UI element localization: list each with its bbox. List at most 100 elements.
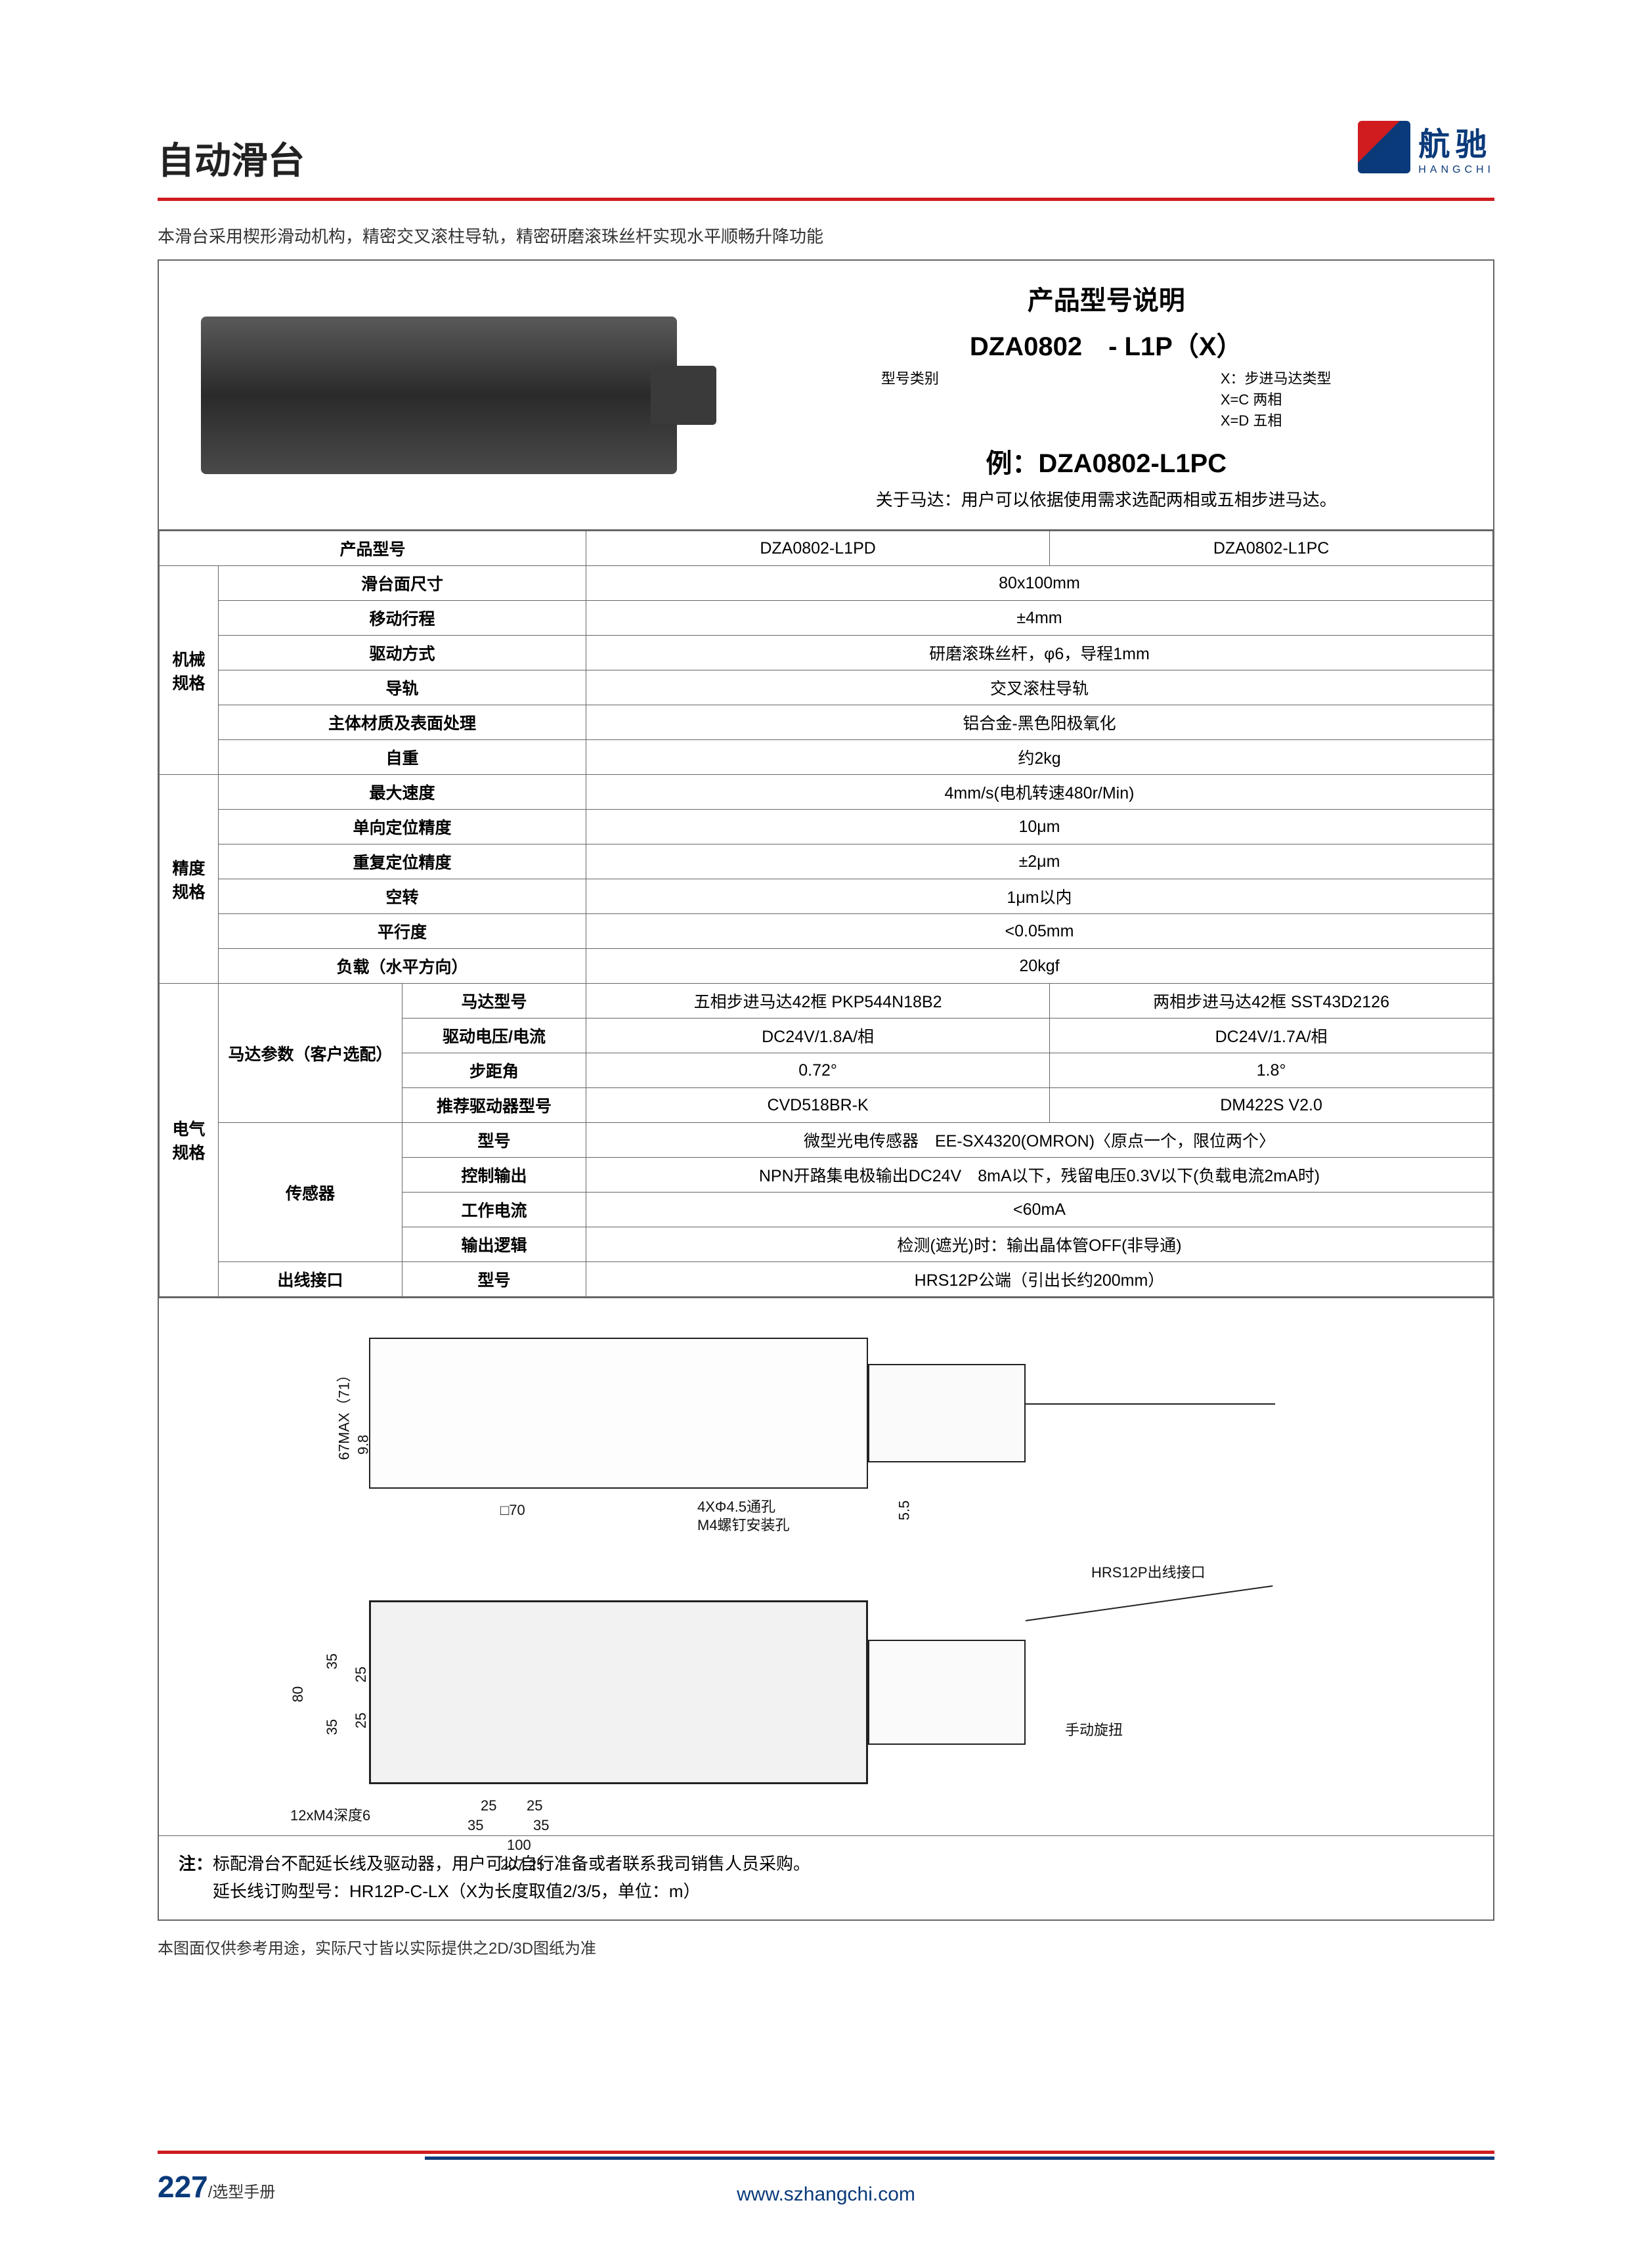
prec-k-0: 最大速度 xyxy=(219,775,586,810)
mech-v-1: ±4mm xyxy=(586,601,1493,636)
motor-v1-2: 0.72° xyxy=(586,1053,1050,1088)
hdr-model-d: DZA0802-L1PD xyxy=(586,531,1050,566)
motor-v1-0: 五相步进马达42框 PKP544N18B2 xyxy=(586,984,1050,1019)
mech-v-3: 交叉滚柱导轨 xyxy=(586,670,1493,705)
mech-k-1: 移动行程 xyxy=(219,601,586,636)
port-k: 型号 xyxy=(402,1262,586,1297)
mech-k-0: 滑台面尺寸 xyxy=(219,566,586,601)
logo-cn: 航驰 xyxy=(1418,118,1494,164)
footnote: 本图面仅供参考用途，实际尺寸皆以实际提供之2D/3D图纸为准 xyxy=(158,1935,1494,1958)
model-xd: X=D 五相 xyxy=(1221,412,1282,429)
motor-k-0: 马达型号 xyxy=(402,984,586,1019)
motor-v1-1: DC24V/1.8A/相 xyxy=(586,1019,1050,1053)
mech-v-4: 铝合金-黑色阳极氧化 xyxy=(586,705,1493,740)
dim-35a: 35 xyxy=(324,1654,341,1669)
mech-k-2: 驱动方式 xyxy=(219,636,586,670)
model-xc: X=C 两相 xyxy=(1221,391,1282,408)
book-name: /选型手册 xyxy=(208,2183,276,2201)
drawing-motor-top xyxy=(868,1364,1026,1462)
dim-207: 207.25 xyxy=(500,1856,544,1874)
group-mech: 机械规格 xyxy=(160,566,219,775)
prec-k-1: 单向定位精度 xyxy=(219,810,586,844)
model-code: DZA0802 - L1P（X） xyxy=(740,325,1472,363)
drawing-cable-top xyxy=(1026,1403,1275,1405)
model-x-desc: X：步进马达类型 xyxy=(1221,370,1332,387)
logo: 航驰 HANGCHI xyxy=(1358,118,1494,176)
prec-k-4: 平行度 xyxy=(219,914,586,949)
motor-k-2: 步距角 xyxy=(402,1053,586,1088)
group-elec: 电气规格 xyxy=(160,984,219,1297)
prec-v-4: <0.05mm xyxy=(586,914,1493,949)
sensor-v-0: 微型光电传感器 EE-SX4320(OMRON)〈原点一个，限位两个〉 xyxy=(586,1123,1493,1158)
motor-v2-2: 1.8° xyxy=(1050,1053,1493,1088)
note-l2: 延长线订购型号：HR12P-C-LX（X为长度取值2/3/5，单位：m） xyxy=(213,1881,701,1901)
port-v: HRS12P公端（引出长约200mm） xyxy=(586,1262,1493,1297)
sensor-k-0: 型号 xyxy=(402,1123,586,1158)
dim-hrs: HRS12P出线接口 xyxy=(1091,1561,1206,1582)
drawing-top-view xyxy=(369,1338,868,1489)
dim-12m4: 12xM4深度6 xyxy=(290,1804,370,1825)
group-prec: 精度规格 xyxy=(160,775,219,984)
dim-25d: 25 xyxy=(527,1797,542,1814)
sensor-v-1: NPN开路集电极输出DC24V 8mA以下，残留电压0.3V以下(负载电流2mA… xyxy=(586,1158,1493,1193)
technical-drawing: 67MAX（71） 9.8 □70 4XΦ4.5通孔 M4螺钉安装孔 5.5 H… xyxy=(159,1297,1493,1835)
spec-table: 产品型号 DZA0802-L1PD DZA0802-L1PC 机械规格 滑台面尺… xyxy=(159,531,1493,1297)
product-photo xyxy=(201,317,677,474)
sensor-k-2: 工作电流 xyxy=(402,1193,586,1227)
motor-k-1: 驱动电压/电流 xyxy=(402,1019,586,1053)
prec-v-3: 1μm以内 xyxy=(586,879,1493,914)
dim-25c: 25 xyxy=(481,1797,496,1814)
mech-k-4: 主体材质及表面处理 xyxy=(219,705,586,740)
motor-v1-3: CVD518BR-K xyxy=(586,1088,1050,1123)
dim-25a: 25 xyxy=(353,1667,370,1682)
footer: 227/选型手册 www.szhangchi.com xyxy=(158,2151,1494,2204)
main-box: 产品型号说明 DZA0802 - L1P（X） 型号类别 X：步进马达类型 X=… xyxy=(158,259,1494,1921)
group-port: 出线接口 xyxy=(219,1262,402,1297)
hdr-model-c: DZA0802-L1PC xyxy=(1050,531,1493,566)
motor-v2-3: DM422S V2.0 xyxy=(1050,1088,1493,1123)
mech-k-3: 导轨 xyxy=(219,670,586,705)
dim-67max: 67MAX（71） xyxy=(332,1368,353,1460)
motor-v2-0: 两相步进马达42框 SST43D2126 xyxy=(1050,984,1493,1019)
mech-v-5: 约2kg xyxy=(586,740,1493,775)
drawing-motor-front xyxy=(868,1640,1026,1745)
model-note: 关于马达：用户可以依据使用需求选配两相或五相步进马达。 xyxy=(740,487,1472,511)
logo-en: HANGCHI xyxy=(1418,164,1494,176)
dim-35d: 35 xyxy=(533,1817,549,1834)
model-example: 例：DZA0802-L1PC xyxy=(740,442,1472,480)
logo-mark xyxy=(1358,121,1410,173)
dim-m4: M4螺钉安装孔 xyxy=(697,1514,790,1535)
dim-80: 80 xyxy=(290,1686,307,1702)
dim-35c: 35 xyxy=(467,1817,483,1834)
motor-v2-1: DC24V/1.7A/相 xyxy=(1050,1019,1493,1053)
motor-k-3: 推荐驱动器型号 xyxy=(402,1088,586,1123)
footer-url: www.szhangchi.com xyxy=(737,2183,915,2206)
sensor-v-3: 检测(遮光)时：输出晶体管OFF(非导通) xyxy=(586,1227,1493,1262)
dim-sq70: □70 xyxy=(500,1502,525,1519)
mech-k-5: 自重 xyxy=(219,740,586,775)
prec-v-0: 4mm/s(电机转速480r/Min) xyxy=(586,775,1493,810)
model-sub-left: 型号类别 xyxy=(881,367,939,430)
title-bar: 自动滑台 xyxy=(158,131,1494,201)
drawing-cable-front xyxy=(1026,1585,1273,1621)
page-title: 自动滑台 xyxy=(158,131,1494,185)
model-info: 产品型号说明 DZA0802 - L1P（X） 型号类别 X：步进马达类型 X=… xyxy=(719,261,1493,529)
mech-v-0: 80x100mm xyxy=(586,566,1493,601)
sensor-k-3: 输出逻辑 xyxy=(402,1227,586,1262)
prec-k-5: 负载（水平方向） xyxy=(219,949,586,984)
group-sensor: 传感器 xyxy=(219,1123,402,1262)
dim-25b: 25 xyxy=(353,1713,370,1728)
prec-v-1: 10μm xyxy=(586,810,1493,844)
prec-v-2: ±2μm xyxy=(586,844,1493,879)
prec-v-5: 20kgf xyxy=(586,949,1493,984)
hdr-product-model: 产品型号 xyxy=(160,531,586,566)
mech-v-2: 研磨滚珠丝杆，φ6，导程1mm xyxy=(586,636,1493,670)
prec-k-2: 重复定位精度 xyxy=(219,844,586,879)
dim-hand: 手动旋扭 xyxy=(1065,1719,1123,1740)
sensor-v-2: <60mA xyxy=(586,1193,1493,1227)
dim-35b: 35 xyxy=(324,1719,341,1735)
prec-k-3: 空转 xyxy=(219,879,586,914)
note-box: 注：标配滑台不配延长线及驱动器，用户可以自行准备或者联系我司销售人员采购。 注：… xyxy=(159,1835,1493,1919)
page-number: 227 xyxy=(158,2170,208,2204)
dim-98: 9.8 xyxy=(355,1435,372,1455)
